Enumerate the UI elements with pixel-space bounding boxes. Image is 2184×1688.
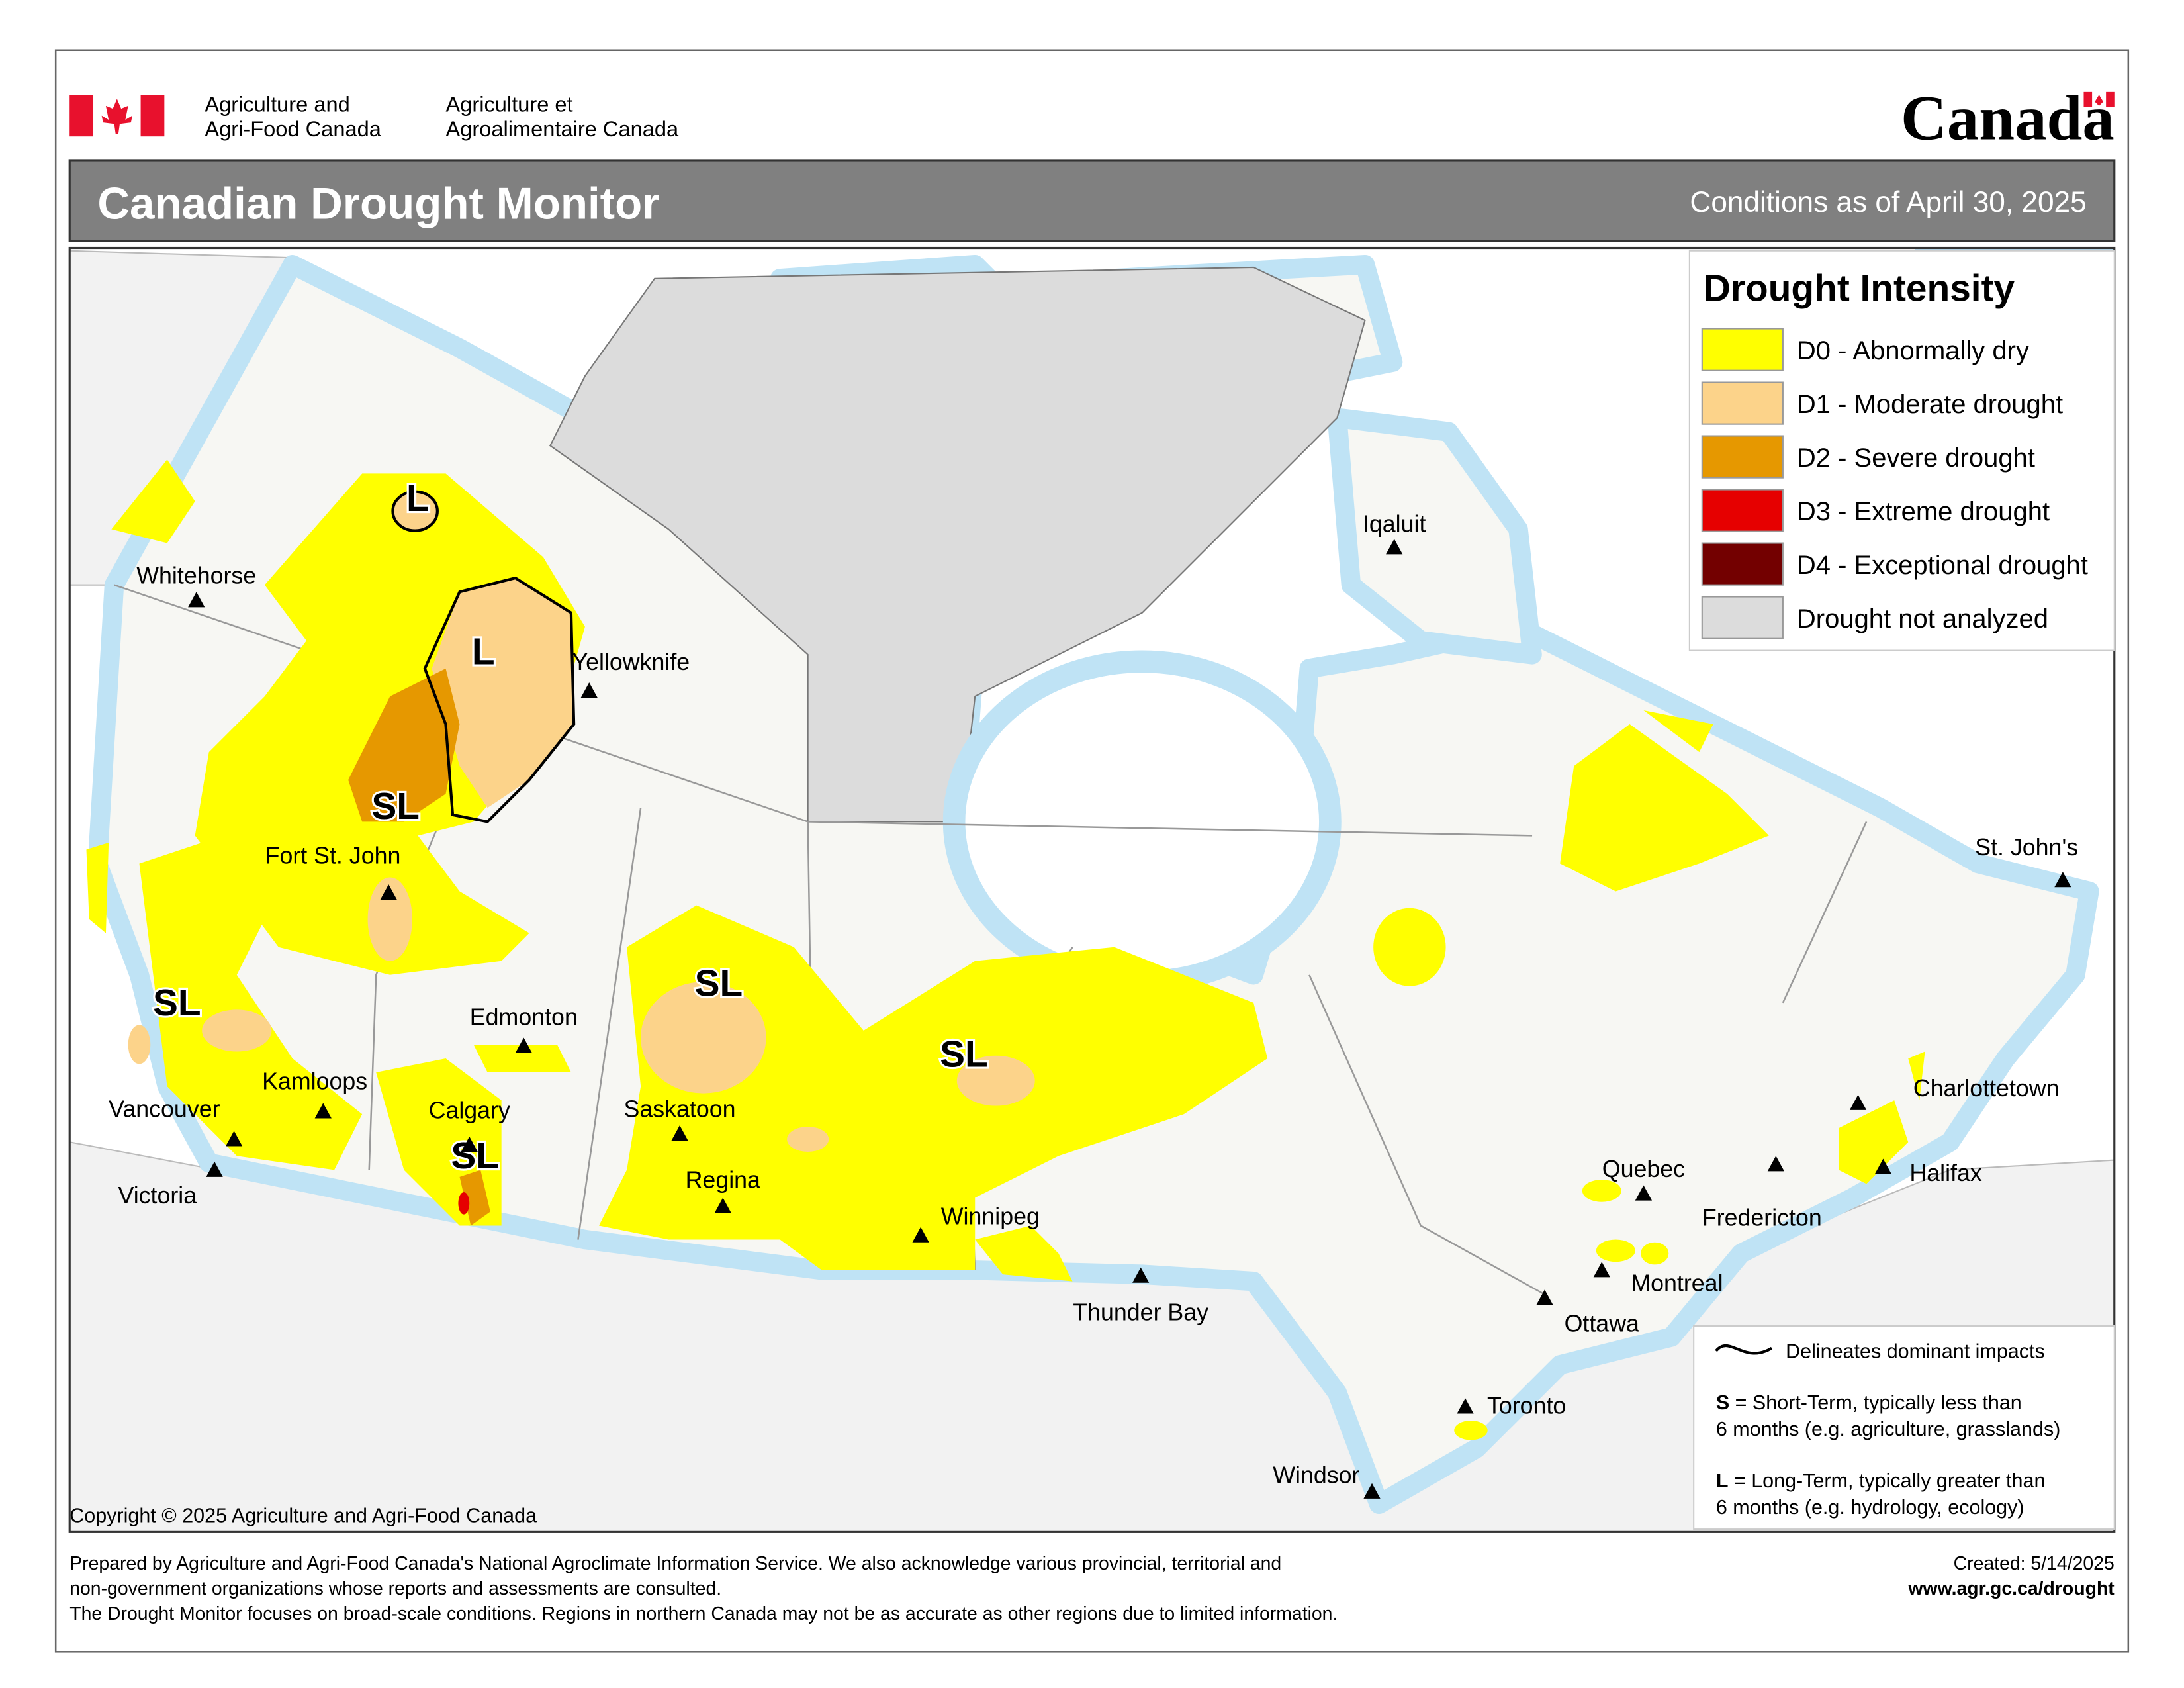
drought-d2: [348, 668, 490, 1226]
short-term: S = Short-Term, typically less than: [1716, 1391, 2022, 1414]
title: Canadian Drought Monitor: [97, 179, 659, 228]
drought-d1: [128, 491, 1035, 1152]
city-label: Whitehorse: [136, 563, 256, 589]
city-label: St. John's: [1975, 834, 2078, 861]
url: www.agr.gc.ca/drought: [1907, 1578, 2115, 1599]
city-marker: [206, 1161, 223, 1177]
city-label: Ottawa: [1565, 1310, 1639, 1336]
city-marker: [1849, 1094, 1867, 1110]
created: Created: 5/14/2025: [1954, 1553, 2115, 1574]
impact-label: SL: [940, 1034, 988, 1076]
impact-lines: [391, 490, 576, 823]
short-text: 6 months (e.g. agriculture, grasslands): [1716, 1418, 2061, 1440]
legend-swatch: [1701, 435, 1784, 479]
impact-line-text: Delineates dominant impacts: [1786, 1340, 2045, 1362]
city-marker: [1457, 1398, 1474, 1414]
city-label: Montreal: [1631, 1270, 1723, 1296]
city-label: Fort St. John: [265, 842, 401, 868]
footer-note: non-government organizations whose repor…: [69, 1578, 721, 1599]
legend-swatch: [1701, 596, 1784, 639]
city-marker: [1593, 1262, 1610, 1278]
city-label: Victoria: [118, 1182, 197, 1209]
city-marker: [1635, 1185, 1653, 1201]
city-label: Yellowknife: [572, 649, 690, 675]
legend-label: D0 - Abnormally dry: [1797, 336, 2029, 365]
flag-logo: [69, 95, 165, 137]
wordmark: Canada: [1901, 82, 2115, 153]
legend-label: D1 - Moderate drought: [1797, 390, 2063, 419]
long-term: L = Long-Term, typically greater than: [1716, 1470, 2046, 1492]
city-marker: [912, 1227, 929, 1243]
dept-en: Agri-Food Canada: [205, 117, 381, 141]
city-marker: [1767, 1156, 1784, 1172]
city-label: Halifax: [1909, 1160, 1981, 1186]
city-label: Calgary: [429, 1097, 510, 1123]
city-marker: [1874, 1158, 1892, 1174]
city-label: Toronto: [1487, 1393, 1566, 1419]
city-marker: [314, 1103, 332, 1119]
impact-label: SL: [695, 962, 743, 1004]
city-marker: [515, 1037, 532, 1053]
city-label: Kamloops: [262, 1068, 367, 1094]
copyright: Copyright © 2025 Agriculture and Agri-Fo…: [69, 1505, 537, 1527]
city-label: Winnipeg: [941, 1203, 1040, 1229]
city-marker: [1363, 1483, 1381, 1499]
impact-label: L: [406, 478, 430, 520]
drought-d3: [458, 1192, 470, 1215]
city-label: Charlottetown: [1913, 1075, 2060, 1102]
impact-label: SL: [371, 786, 420, 827]
dept-fr: Agroalimentaire Canada: [445, 117, 679, 141]
city-label: Regina: [686, 1167, 760, 1194]
city-label: Saskatoon: [624, 1096, 736, 1122]
legend-swatch: [1701, 381, 1784, 425]
long-key: L: [1716, 1470, 1729, 1492]
legend-swatch: [1701, 489, 1784, 532]
city-marker: [714, 1197, 731, 1213]
title-bar: [68, 159, 2116, 242]
city-marker: [461, 1136, 478, 1152]
legend-label: Drought not analyzed: [1797, 604, 2048, 633]
city-marker: [671, 1125, 688, 1141]
footer-note: The Drought Monitor focuses on broad-sca…: [69, 1603, 1338, 1624]
city-label: Iqaluit: [1363, 511, 1426, 538]
impact-line-icon: [1715, 1344, 1773, 1355]
city-marker: [580, 682, 598, 698]
city-label: Quebec: [1602, 1156, 1685, 1182]
short-text: = Short-Term, typically less than: [1735, 1391, 2022, 1414]
long-text: 6 months (e.g. hydrology, ecology): [1716, 1496, 2025, 1519]
city-label: Vancouver: [109, 1096, 220, 1122]
city-marker: [1536, 1289, 1553, 1305]
dept-en: Agriculture and: [205, 91, 349, 116]
city-marker: [188, 592, 205, 608]
city-marker: [225, 1131, 243, 1147]
short-key: S: [1716, 1391, 1729, 1414]
city-label: Edmonton: [470, 1004, 578, 1031]
city-marker: [1386, 539, 1403, 555]
impact-label: L: [472, 632, 495, 673]
date: Conditions as of April 30, 2025: [1690, 186, 2086, 218]
legend-swatch: [1701, 328, 1784, 371]
impact-label: SL: [153, 982, 201, 1024]
city-marker: [2054, 872, 2071, 888]
city-marker: [380, 884, 397, 900]
map-border: [68, 246, 2116, 1533]
city-label: Thunder Bay: [1073, 1299, 1208, 1326]
impact-label: SL: [451, 1135, 499, 1177]
impact-box: [1693, 1325, 2115, 1530]
legend-label: D3 - Extreme drought: [1797, 497, 2050, 526]
footer-note: Prepared by Agriculture and Agri-Food Ca…: [69, 1553, 1281, 1574]
legend-label: D4 - Exceptional drought: [1797, 551, 2088, 580]
legend-title: Drought Intensity: [1704, 267, 2015, 309]
city-marker: [1132, 1267, 1150, 1283]
city-label: Windsor: [1273, 1462, 1359, 1489]
legend-swatch: [1701, 542, 1784, 586]
long-text: = Long-Term, typically greater than: [1734, 1470, 2046, 1492]
city-label: Fredericton: [1702, 1204, 1822, 1231]
dept-fr: Agriculture et: [445, 91, 572, 116]
wordmark-flag: [2083, 91, 2115, 108]
legend-label: D2 - Severe drought: [1797, 444, 2035, 473]
